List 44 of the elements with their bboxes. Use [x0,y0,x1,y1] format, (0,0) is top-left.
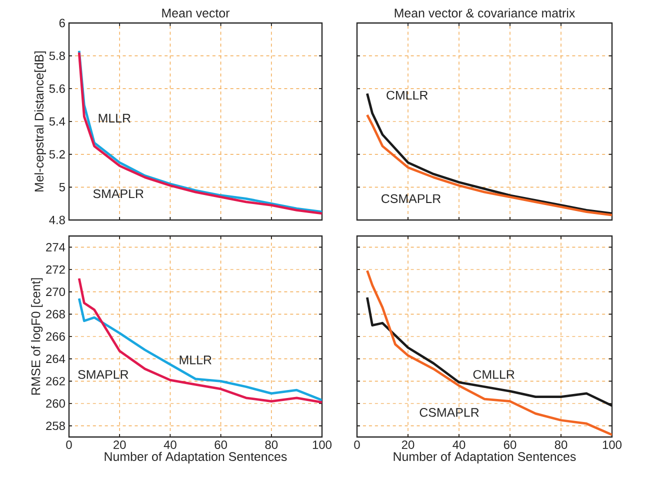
x-tick-label: 40 [452,440,466,449]
x-tick-label: 60 [214,440,227,449]
y-tick-label: 266 [46,332,65,341]
series-label: CMLLR [473,370,514,379]
y-tick-label: 5.2 [49,150,65,159]
series-label: CSMAPLR [382,194,441,204]
y-tick-label: 264 [46,354,66,364]
series-label: MLLR [98,114,130,122]
series-label: SMAPLR [93,189,144,198]
chart-title: Mean vector [162,8,230,18]
x-tick-label: 20 [402,440,414,449]
series-label: CSMAPLR [420,408,479,417]
series-label: CMLLR [386,90,428,100]
y-tick-label: 268 [46,310,65,318]
x-tick-label: 20 [114,440,126,449]
x-tick-label: 80 [554,440,568,449]
y-tick-label: 5 [59,183,65,192]
y-tick-label: 274 [46,242,66,252]
x-tick-label: 80 [265,440,278,449]
x-tick-label: 0 [354,440,360,449]
line-series [78,297,322,402]
y-tick-label: 260 [46,399,66,408]
y-tick-label: 5.4 [49,117,66,126]
y-tick-label: 272 [46,265,65,274]
chart-title: Mean vector & covariance matrix [394,8,576,18]
y-tick-label: 5.8 [49,52,65,60]
x-tick-label: 100 [312,440,332,449]
y-axis-title: Mel-cepstral Distance[dB] [34,51,46,192]
line-series [78,277,322,404]
x-tick-label: 60 [504,440,516,449]
y-tick-label: 262 [46,376,65,386]
x-tick-label: 40 [164,440,176,449]
x-axis-title: Number of Adaptation Sentences [104,452,287,464]
x-tick-label: 100 [602,440,622,449]
y-tick-label: 5.6 [49,84,65,93]
y-axis-title: RMSE of logF0 [cent] [31,278,43,395]
x-tick-label: 0 [66,440,72,449]
series-label: MLLR [180,356,212,364]
y-tick-label: 258 [46,422,65,430]
y-tick-label: 270 [46,288,66,296]
y-tick-label: 4.8 [49,216,65,224]
y-tick-label: 6 [59,18,65,28]
series-label: SMAPLR [78,370,128,379]
x-axis-title: Number of Adaptation Sentences [394,452,576,464]
